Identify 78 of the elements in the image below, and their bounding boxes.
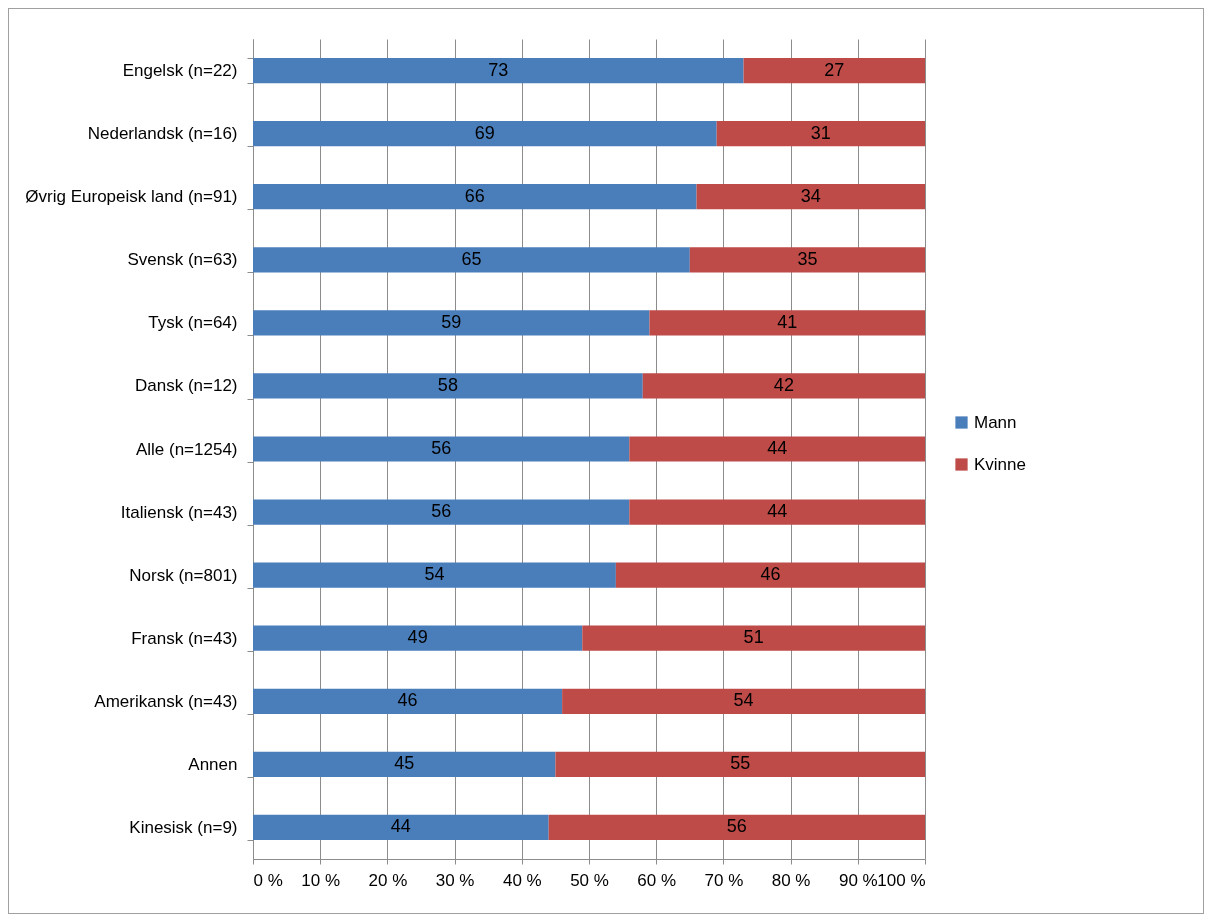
data-label: 54	[424, 564, 445, 585]
data-label: 44	[390, 816, 411, 837]
bar	[253, 562, 616, 588]
x-tick-label: 100 %	[877, 870, 926, 890]
x-tick-label: 80 %	[771, 870, 811, 890]
x-tick-label: 20 %	[368, 870, 408, 890]
bar	[696, 184, 925, 210]
bar	[649, 310, 925, 336]
data-label: 66	[464, 185, 485, 206]
bar	[253, 57, 744, 84]
data-label: 55	[730, 753, 751, 774]
bar	[253, 247, 690, 273]
data-label: 56	[431, 438, 452, 458]
y-tick-label: Engelsk (n=22)	[122, 61, 238, 81]
bar	[629, 436, 925, 462]
bar	[253, 436, 630, 462]
data-label: 65	[461, 248, 482, 269]
data-label: 56	[726, 816, 747, 837]
y-tick-label: Svensk (n=63)	[127, 250, 238, 270]
y-tick-label: Alle (n=1254)	[135, 439, 238, 459]
data-label: 44	[767, 501, 788, 522]
data-label: 42	[773, 374, 794, 395]
data-label: 44	[767, 438, 788, 458]
bar	[582, 625, 925, 651]
x-tick-label: 0 %	[253, 870, 283, 890]
y-tick-label: Tysk (n=64)	[148, 313, 238, 333]
data-label: 34	[800, 185, 821, 206]
y-tick-label: Amerikansk (n=43)	[94, 691, 238, 711]
bar	[253, 310, 650, 336]
x-tick-label: 70 %	[704, 870, 744, 890]
bar	[253, 751, 556, 777]
data-label: 49	[407, 627, 428, 648]
data-label: 56	[431, 501, 452, 522]
data-label: 73	[488, 59, 509, 80]
data-label: 58	[437, 374, 458, 395]
x-tick-label: 90 %	[838, 870, 878, 890]
bar	[253, 121, 717, 147]
bar	[253, 688, 563, 714]
bar	[642, 373, 925, 399]
data-label: 46	[397, 690, 418, 711]
y-tick-label: Norsk (n=801)	[129, 565, 238, 585]
x-tick-label: 50 %	[570, 870, 609, 890]
x-tick-label: 40 %	[502, 870, 542, 890]
bar	[629, 499, 925, 525]
y-tick-label: Nederlandsk (n=16)	[87, 124, 238, 144]
data-label: 59	[441, 311, 462, 332]
y-tick-label: Øvrig Europeisk land (n=91)	[25, 187, 238, 207]
bar	[562, 688, 925, 714]
bar	[716, 121, 925, 147]
y-tick-label: Fransk (n=43)	[131, 628, 238, 648]
data-label: 35	[797, 248, 818, 269]
data-label: 54	[733, 690, 754, 711]
data-label: 51	[743, 627, 764, 648]
bar	[555, 751, 925, 777]
legend-label: Kvinne	[974, 454, 1026, 474]
bar	[253, 625, 583, 651]
legend-label: Mann	[974, 412, 1017, 432]
y-tick-label: Italiensk (n=43)	[120, 502, 238, 522]
y-tick-label: Kinesisk (n=9)	[129, 817, 238, 837]
bar	[253, 814, 549, 841]
bar	[253, 373, 643, 399]
bar	[689, 247, 925, 273]
x-tick-label: 60 %	[637, 870, 677, 890]
data-label: 41	[777, 311, 798, 332]
data-label: 27	[824, 59, 845, 80]
x-tick-label: 10 %	[301, 870, 341, 890]
bar	[743, 57, 925, 84]
data-label: 31	[810, 122, 831, 143]
y-tick-label: Dansk (n=12)	[134, 376, 238, 396]
x-tick-label: 30 %	[435, 870, 475, 890]
bar	[615, 562, 925, 588]
data-label: 45	[394, 753, 415, 774]
bar	[253, 499, 630, 525]
bar	[548, 814, 925, 841]
bar	[253, 184, 697, 210]
data-label: 69	[474, 122, 495, 143]
y-tick-label: Annen	[188, 754, 238, 774]
data-label: 46	[760, 564, 781, 585]
